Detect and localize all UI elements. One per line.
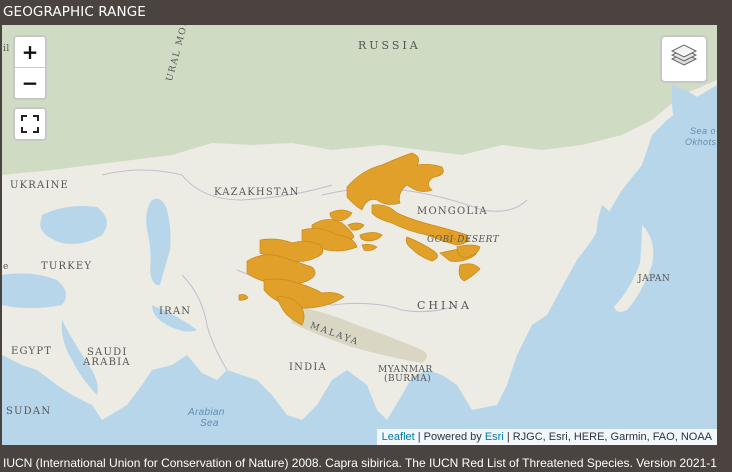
zoom-in-button[interactable]: + [15,37,45,68]
label-myanmar-line1: MYANMAR [378,365,433,375]
label-saudi-arabia-line1: SAUDI [87,347,128,358]
label-sudan: SUDAN [6,406,52,417]
label-turkey: TURKEY [41,261,93,272]
label-sea-okhotsk-line2: Okhots [685,137,717,147]
range-dots [449,232,469,242]
species-range [238,152,481,326]
label-egypt: EGYPT [11,346,53,357]
leaflet-link[interactable]: Leaflet [381,431,415,443]
zoom-control: + − [13,35,47,100]
section-header: GEOGRAPHIC RANGE [0,0,732,25]
zoom-out-button[interactable]: − [21,71,39,95]
label-gobi-desert: GOBI DESERT [427,235,500,245]
fullscreen-icon [21,115,39,133]
attribution-sources: | RJGC, Esri, HERE, Garmin, FAO, NOAA [503,431,712,443]
attribution-powered-by: | Powered by [414,431,485,443]
label-india: INDIA [289,362,327,373]
label-japan: JAPAN [638,274,671,284]
citation-footer: IUCN (International Union for Conservati… [0,445,732,472]
citation-text: IUCN (International Union for Conservati… [3,456,717,470]
label-myanmar-line2: (BURMA) [384,374,432,384]
label-russia: RUSSIA [358,39,421,52]
label-arabian-sea-line1: Arabian [188,407,225,418]
label-mongolia: MONGOLIA [417,206,488,217]
range-map[interactable]: RUSSIA URAL MOUNTAINS UKRAINE KAZAKHSTAN… [2,25,717,445]
layers-button[interactable] [660,35,708,83]
fullscreen-button[interactable] [13,107,47,141]
basemap [2,25,717,445]
label-edge-left-mid: e [3,262,9,272]
map-attribution: Leaflet | Powered by Esri | RJGC, Esri, … [376,429,717,445]
label-saudi-arabia-line2: ARABIA [83,357,131,368]
label-china: CHINA [417,299,472,312]
section-title: GEOGRAPHIC RANGE [3,4,146,20]
label-edge-left-top: il [3,44,10,54]
label-arabian-sea-line2: Sea [200,418,219,429]
layers-icon [670,44,698,66]
label-sea-okhotsk-line1: Sea o [690,126,717,136]
label-ukraine: UKRAINE [10,180,70,191]
esri-link[interactable]: Esri [484,431,504,443]
label-iran: IRAN [159,306,192,317]
label-kazakhstan: KAZAKHSTAN [214,187,300,198]
